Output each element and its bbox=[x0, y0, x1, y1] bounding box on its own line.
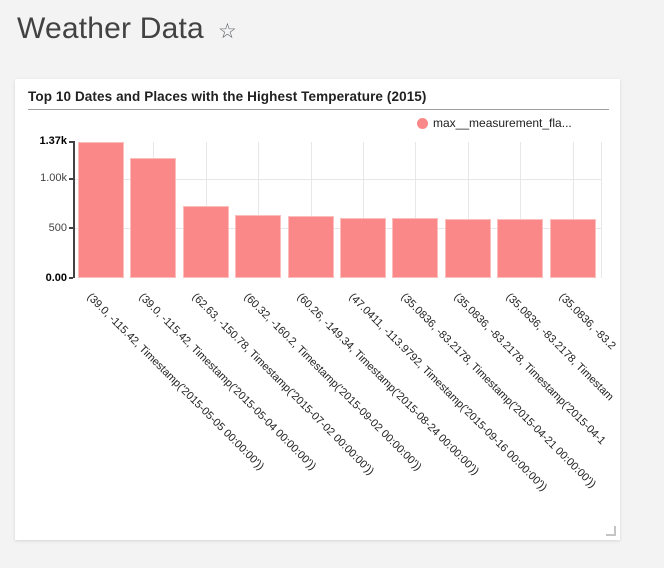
page-title: Weather Data bbox=[17, 12, 204, 45]
bar[interactable] bbox=[78, 141, 124, 278]
x-axis-tick-label: (62.63, -150.78, Timestamp('2015-07-02 0… bbox=[189, 291, 376, 478]
bar[interactable] bbox=[392, 218, 439, 278]
y-axis-tick-label: 1.37k bbox=[39, 135, 67, 148]
bar[interactable] bbox=[287, 215, 334, 278]
bar[interactable] bbox=[130, 157, 177, 278]
gridline-horizontal bbox=[73, 228, 601, 230]
bar[interactable] bbox=[340, 218, 386, 278]
x-axis-tick-label: (35.0836, -83.2178, Timestam bbox=[503, 291, 616, 404]
y-axis-tick-label: 500 bbox=[48, 221, 67, 234]
gridline-vertical bbox=[363, 141, 364, 278]
y-axis-tick bbox=[69, 277, 73, 279]
legend-item[interactable]: max__measurement_fla... bbox=[417, 116, 572, 130]
page-header: Weather Data ☆ bbox=[17, 12, 237, 46]
y-axis-line bbox=[72, 140, 75, 278]
bar-chart-plot-area: 1.37k 1.00k 500 0.00 (39.0, -115.42, Timesta… bbox=[15, 79, 620, 540]
gridline-vertical bbox=[601, 141, 602, 278]
gridline-vertical bbox=[310, 141, 312, 278]
gridline-vertical bbox=[258, 141, 260, 278]
chart-title: Top 10 Dates and Places with the Highest… bbox=[28, 89, 427, 104]
x-axis-tick-label: (39.0, -115.42, Timestamp('2015-05-04 00… bbox=[136, 291, 319, 473]
y-axis-tick bbox=[69, 177, 73, 180]
gridline-vertical bbox=[520, 141, 522, 278]
x-axis-tick-label: (60.26, -149.34, Timestamp('2015-08-24 0… bbox=[294, 291, 481, 478]
x-axis-tick-label: (47.0411, -113.9792, Timestamp('2015-09-… bbox=[346, 291, 550, 494]
chart-card: Top 10 Dates and Places with the Highest… bbox=[15, 79, 620, 540]
bar[interactable] bbox=[497, 218, 544, 278]
legend-label: max__measurement_fla... bbox=[433, 116, 572, 130]
bar[interactable] bbox=[235, 214, 282, 278]
x-axis-tick-label: (35.0836, -83.2 bbox=[556, 291, 618, 353]
bar[interactable] bbox=[444, 218, 491, 278]
resize-handle-icon[interactable] bbox=[606, 526, 616, 536]
y-axis-tick-label: 1.00k bbox=[40, 172, 67, 185]
x-axis-tick-label: (60.32, -160.2, Timestamp('2015-09-02 00… bbox=[241, 291, 424, 474]
title-divider bbox=[28, 109, 609, 110]
y-axis-tick-label: 0.00 bbox=[45, 271, 67, 284]
gridline-vertical bbox=[415, 141, 417, 278]
x-axis-tick-label: (35.0836, -83.2178, Timestamp('2015-04-2… bbox=[398, 291, 599, 491]
bar[interactable] bbox=[182, 206, 229, 278]
gridline-vertical bbox=[572, 141, 574, 278]
bar[interactable] bbox=[549, 219, 596, 278]
favorite-star-icon[interactable]: ☆ bbox=[217, 19, 237, 43]
legend-marker-icon bbox=[417, 117, 428, 129]
y-axis-tick bbox=[69, 227, 73, 230]
gridline-vertical bbox=[467, 141, 469, 278]
y-axis-tick bbox=[69, 140, 73, 143]
gridline-horizontal bbox=[73, 178, 601, 180]
x-axis-tick-label: (39.0, -115.42, Timestamp('2015-05-05 00… bbox=[84, 291, 267, 473]
